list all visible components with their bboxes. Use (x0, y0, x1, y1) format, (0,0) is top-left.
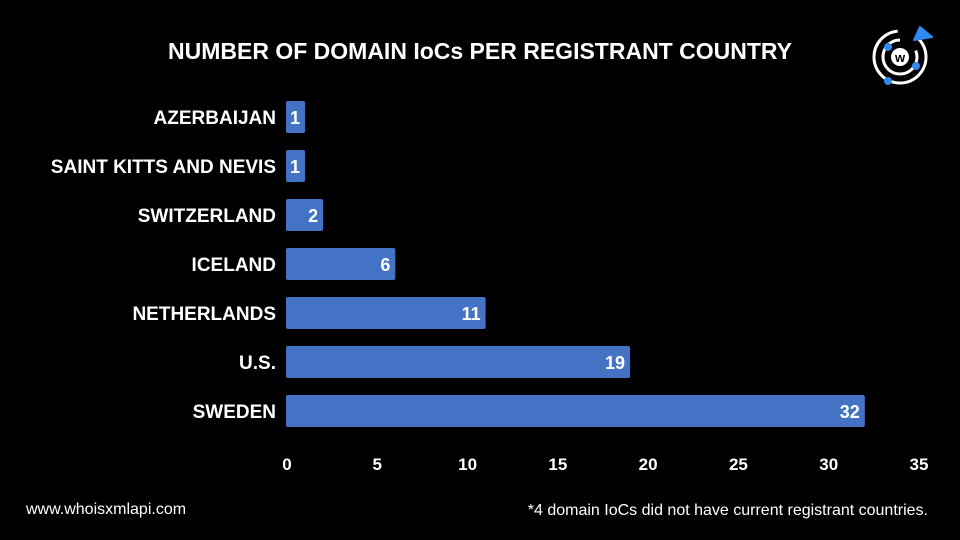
x-tick-label: 35 (910, 455, 929, 474)
category-label: NETHERLANDS (132, 304, 276, 325)
category-label: AZERBAIJAN (154, 108, 276, 129)
bar (286, 346, 631, 378)
bar (286, 297, 486, 329)
bar (286, 101, 306, 133)
x-tick-label: 10 (458, 455, 477, 474)
svg-text:w: w (894, 50, 906, 65)
data-label: 19 (605, 353, 625, 373)
category-label: SWEDEN (193, 402, 276, 423)
category-label: U.S. (239, 353, 276, 374)
data-label: 1 (290, 157, 300, 177)
x-tick-label: 25 (729, 455, 748, 474)
data-label: 1 (290, 108, 300, 128)
x-tick-label: 30 (819, 455, 838, 474)
category-label: SWITZERLAND (138, 206, 276, 227)
data-label: 6 (380, 255, 390, 275)
bar (286, 395, 865, 427)
category-label: ICELAND (192, 255, 276, 276)
bar (286, 199, 324, 231)
bar (286, 150, 306, 182)
website-link[interactable]: www.whoisxmlapi.com (26, 501, 187, 518)
x-tick-label: 20 (639, 455, 658, 474)
data-label: 11 (462, 304, 481, 324)
data-label: 32 (840, 402, 860, 422)
x-tick-label: 0 (282, 455, 291, 474)
category-label: SAINT KITTS AND NEVIS (51, 157, 276, 178)
bar (286, 248, 396, 280)
x-tick-label: 5 (373, 455, 382, 474)
whoisxmlapi-logo: w (872, 26, 933, 85)
data-label: 2 (308, 206, 318, 226)
chart-title: NUMBER OF DOMAIN IoCs PER REGISTRANT COU… (168, 38, 792, 64)
x-tick-label: 15 (548, 455, 567, 474)
footnote: *4 domain IoCs did not have current regi… (527, 502, 928, 519)
